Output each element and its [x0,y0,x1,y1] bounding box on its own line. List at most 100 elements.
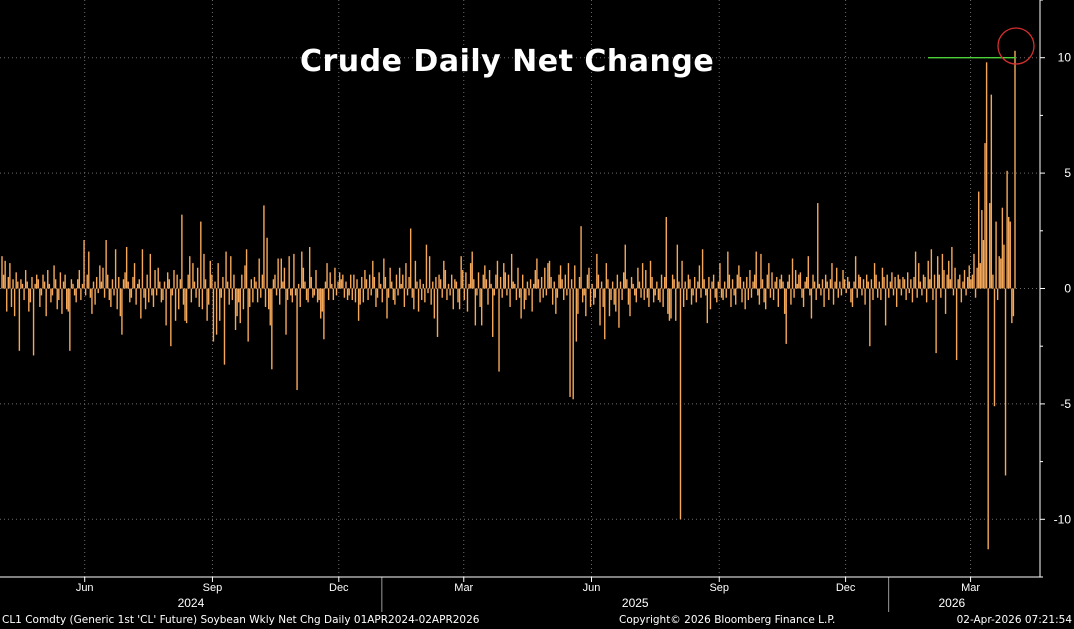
bar [1009,221,1011,289]
bar [714,288,716,298]
bar [766,274,768,289]
bar [787,281,789,289]
bar [859,276,862,289]
bar [95,276,98,289]
bar [793,288,795,298]
bar [181,214,183,289]
bar [774,281,776,289]
bar [455,281,458,289]
bar [267,288,270,310]
bar [533,283,535,289]
bar [654,288,656,296]
bar [881,267,884,289]
bar [705,288,707,296]
bar [907,272,909,289]
bar [577,288,579,314]
bar [391,281,393,289]
axes: -10 -5 0 5 10 Jun Sep Dec Mar Jun Sep Dec Mar 2024 202… [0,0,1071,612]
bar [555,288,557,314]
bar [755,251,757,289]
bar [149,253,152,289]
bar [646,288,649,298]
bar [1006,170,1008,289]
bar [638,281,641,289]
bar [425,244,428,289]
bar [313,288,316,296]
bar [54,279,57,289]
bar [892,288,895,296]
bar [433,288,436,319]
bar [293,253,295,289]
bar [302,267,305,289]
bar [236,288,238,317]
bar [193,281,196,289]
bar [99,265,101,289]
bar [203,253,205,289]
bar [121,288,123,335]
bar [877,288,879,298]
bar [853,281,855,289]
bar [362,288,365,303]
bar [373,276,376,289]
bar [178,288,180,310]
bar [162,288,164,301]
bar [566,288,568,296]
bar [785,288,787,344]
bar [534,270,537,289]
bar [151,288,153,296]
bar [405,263,407,289]
bar [80,288,82,301]
bar [92,281,95,289]
bar [174,288,177,321]
bar [738,265,740,289]
bar [13,288,16,317]
bar [891,272,893,289]
bar [698,265,701,289]
bar [943,270,945,289]
bar [155,288,158,296]
bar [356,279,358,289]
bar [985,62,988,289]
bar [482,274,484,289]
bar [42,274,44,289]
bar [686,288,688,301]
bar [905,288,907,301]
bar [597,274,600,289]
bar [91,288,93,314]
bar [444,270,447,289]
bar [771,272,773,289]
bar [411,288,413,298]
bar [318,288,320,301]
bar [277,258,279,289]
bar [619,281,622,289]
bar [480,288,483,326]
bar [591,283,593,289]
bar [733,288,735,296]
bar [862,279,865,289]
bar [130,288,133,298]
bar [133,263,136,289]
bar [28,288,30,312]
footer-copyright: Copyright© 2026 Bloomberg Finance L.P. [619,614,836,626]
bar [641,263,644,289]
bar [525,288,527,301]
bar [258,258,260,289]
bar [667,288,669,314]
bar [888,288,890,298]
bar [137,283,139,289]
bar [697,281,699,289]
bar [692,288,694,296]
bar [935,288,937,354]
bar [223,288,226,365]
bar [813,281,816,289]
bar [269,288,271,326]
bar [918,263,920,289]
bar [9,263,11,289]
bar [212,288,215,342]
bar [196,267,199,289]
bar [84,288,87,296]
bar [676,244,679,289]
bar [850,288,852,303]
bar [870,279,873,289]
bar [550,276,552,289]
